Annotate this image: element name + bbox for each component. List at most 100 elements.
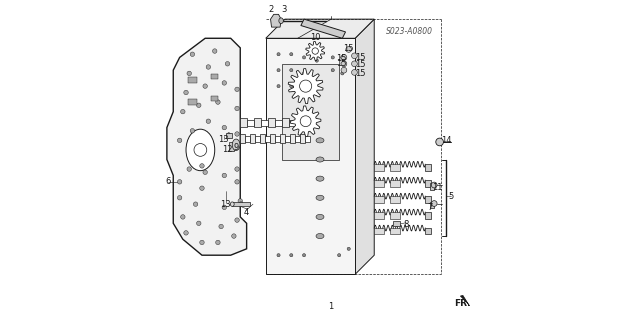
Circle shape (235, 218, 239, 222)
Circle shape (431, 182, 437, 188)
Circle shape (341, 67, 347, 73)
Bar (270, 134, 275, 143)
Circle shape (216, 100, 220, 104)
Circle shape (190, 52, 195, 56)
Circle shape (235, 167, 239, 171)
Bar (374, 212, 384, 219)
Circle shape (290, 53, 293, 56)
Text: 15: 15 (355, 60, 365, 69)
Circle shape (184, 231, 188, 235)
Polygon shape (266, 38, 355, 274)
Bar (275, 136, 280, 142)
Bar (425, 196, 431, 203)
Circle shape (300, 116, 311, 127)
Circle shape (203, 84, 207, 88)
Text: 9: 9 (234, 143, 239, 152)
Bar (425, 228, 431, 234)
Circle shape (235, 87, 239, 92)
Circle shape (331, 69, 334, 72)
Text: 1: 1 (328, 302, 334, 311)
Text: 15: 15 (337, 54, 347, 63)
Ellipse shape (279, 18, 284, 24)
Circle shape (193, 202, 198, 206)
Circle shape (180, 215, 185, 219)
Polygon shape (266, 19, 374, 38)
Polygon shape (271, 14, 281, 27)
Ellipse shape (316, 195, 324, 200)
Text: 10: 10 (310, 33, 321, 42)
Bar (254, 118, 261, 127)
Circle shape (177, 196, 182, 200)
Circle shape (184, 90, 188, 95)
Bar (245, 136, 250, 142)
Polygon shape (306, 41, 324, 61)
Circle shape (206, 65, 211, 69)
Bar (285, 136, 291, 142)
Ellipse shape (316, 138, 324, 143)
Text: 15: 15 (355, 53, 365, 62)
Circle shape (235, 106, 239, 111)
Bar (226, 133, 232, 138)
Text: 3: 3 (282, 5, 287, 14)
Bar (425, 180, 431, 187)
Bar (188, 99, 197, 105)
Bar (282, 118, 289, 127)
Ellipse shape (232, 139, 240, 151)
Bar (255, 136, 260, 142)
Bar (390, 212, 400, 219)
Ellipse shape (316, 214, 324, 219)
Bar (374, 228, 384, 234)
Ellipse shape (230, 202, 234, 206)
Circle shape (203, 170, 207, 174)
Circle shape (431, 201, 437, 206)
Text: 8: 8 (403, 220, 409, 229)
Circle shape (177, 138, 182, 143)
Bar (280, 134, 285, 143)
Circle shape (340, 56, 344, 59)
Text: 6: 6 (166, 177, 171, 186)
Circle shape (337, 254, 340, 257)
Text: 15: 15 (355, 69, 365, 78)
Text: 2: 2 (269, 5, 274, 14)
Text: 4: 4 (244, 208, 249, 217)
Circle shape (196, 221, 201, 226)
Ellipse shape (316, 157, 324, 162)
Circle shape (232, 234, 236, 238)
Bar (390, 180, 400, 187)
Bar (374, 164, 384, 171)
Ellipse shape (316, 176, 324, 181)
Bar (240, 134, 245, 143)
Polygon shape (288, 69, 323, 104)
Circle shape (180, 109, 185, 114)
Circle shape (277, 69, 280, 72)
Circle shape (351, 70, 357, 75)
Ellipse shape (227, 133, 230, 138)
Bar (390, 228, 400, 234)
Bar (300, 134, 305, 143)
Bar (250, 134, 255, 143)
Circle shape (196, 103, 201, 108)
Circle shape (331, 56, 334, 59)
Text: S023-A0800: S023-A0800 (386, 27, 433, 36)
Bar (390, 164, 400, 171)
Circle shape (277, 85, 280, 88)
Circle shape (290, 85, 293, 88)
Bar (211, 96, 218, 101)
Circle shape (206, 119, 211, 123)
Bar (303, 120, 310, 126)
Circle shape (316, 59, 319, 62)
Bar (429, 183, 433, 190)
Circle shape (277, 53, 280, 56)
Text: 15: 15 (337, 59, 347, 68)
Circle shape (190, 129, 195, 133)
Circle shape (277, 254, 280, 257)
Circle shape (200, 240, 204, 245)
Circle shape (200, 186, 204, 190)
Bar (394, 221, 401, 226)
Circle shape (200, 164, 204, 168)
Text: FR.: FR. (454, 299, 470, 308)
Circle shape (222, 81, 227, 85)
Polygon shape (355, 19, 374, 274)
Circle shape (346, 47, 351, 52)
Text: 5: 5 (448, 192, 453, 201)
